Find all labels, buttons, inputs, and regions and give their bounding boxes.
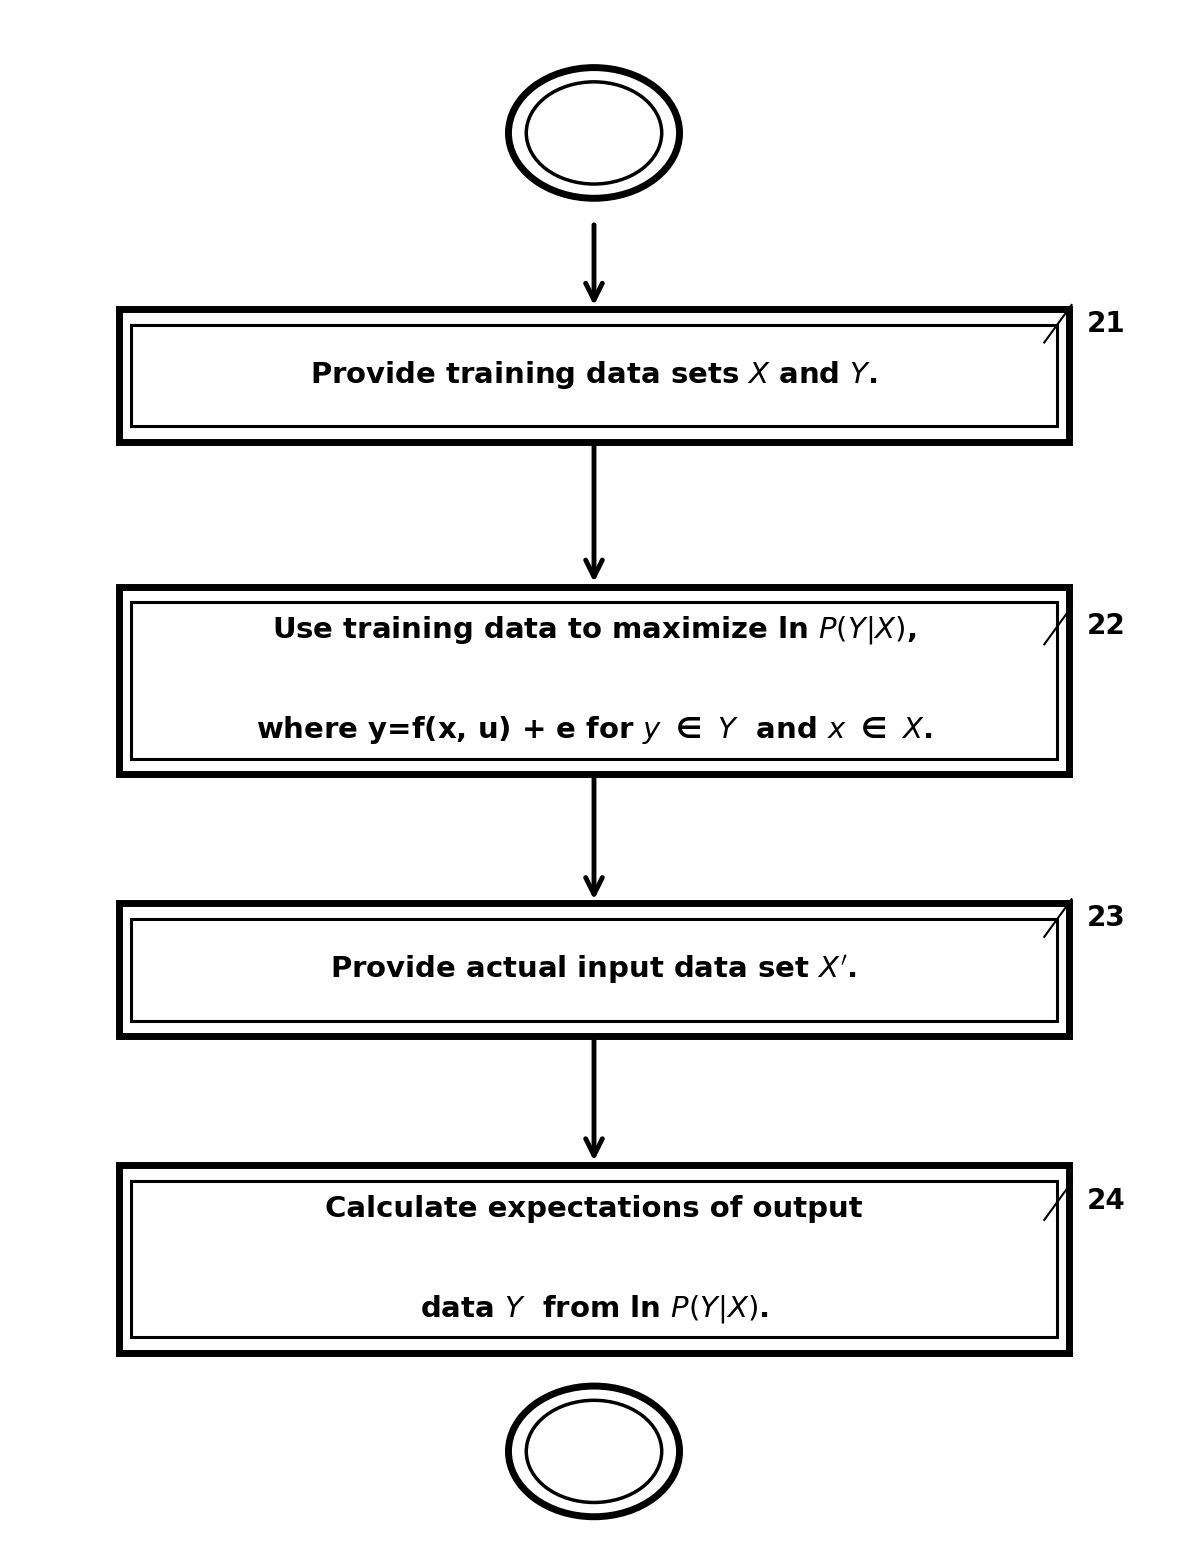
FancyBboxPatch shape: [131, 918, 1057, 1020]
FancyBboxPatch shape: [119, 1165, 1069, 1353]
Text: data $\mathbf{\mathit{Y}}$  from ln $\mathbf{\mathit{P(Y|X)}}$.: data $\mathbf{\mathit{Y}}$ from ln $\mat…: [419, 1293, 769, 1325]
Text: Use training data to maximize ln $\mathbf{\mathit{P(Y|X)}}$,: Use training data to maximize ln $\mathb…: [272, 615, 916, 646]
FancyBboxPatch shape: [131, 324, 1057, 425]
FancyBboxPatch shape: [131, 602, 1057, 759]
Text: 23: 23: [1087, 904, 1126, 932]
Text: where y=f(x, u) + e for $\mathbf{\mathit{y}}$ $\mathbf{\in}$ $\mathbf{\mathit{Y}: where y=f(x, u) + e for $\mathbf{\mathit…: [255, 715, 933, 746]
Text: Provide actual input data set $\mathbf{\mathit{X'}}$.: Provide actual input data set $\mathbf{\…: [330, 952, 858, 987]
Text: 21: 21: [1087, 310, 1126, 338]
Text: 24: 24: [1087, 1187, 1126, 1215]
Text: Provide training data sets $\mathbf{\mathit{X}}$ and $\mathbf{\mathit{Y}}$.: Provide training data sets $\mathbf{\mat…: [310, 360, 878, 391]
FancyBboxPatch shape: [119, 310, 1069, 441]
Text: 22: 22: [1087, 612, 1126, 640]
Text: Calculate expectations of output: Calculate expectations of output: [326, 1195, 862, 1223]
Ellipse shape: [508, 67, 680, 199]
FancyBboxPatch shape: [119, 902, 1069, 1035]
Ellipse shape: [508, 1386, 680, 1517]
Ellipse shape: [526, 81, 662, 185]
FancyBboxPatch shape: [131, 1181, 1057, 1337]
Ellipse shape: [526, 1400, 662, 1503]
FancyBboxPatch shape: [119, 586, 1069, 774]
